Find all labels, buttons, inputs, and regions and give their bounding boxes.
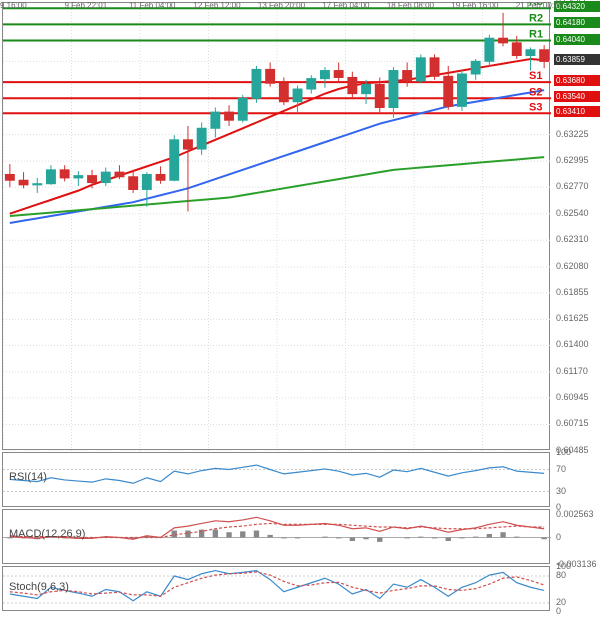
price-chart-svg: R3R2R1S1S2S3 [3, 3, 551, 451]
sr-price-tag: 0.63410 [554, 106, 600, 117]
sr-price-tag: 0.63540 [554, 91, 600, 102]
svg-text:S2: S2 [529, 86, 542, 98]
sr-price-tag: 0.64040 [554, 34, 600, 45]
time-xtick: 21 Feb 00:00 [516, 1, 563, 10]
rsi-svg [3, 453, 551, 508]
price-chart-panel[interactable]: R3R2R1S1S2S3 [2, 2, 550, 450]
price-ytick: 0.61170 [556, 366, 588, 376]
price-ytick: 0.63225 [556, 129, 589, 139]
time-xtick: 18 Feb 08:00 [387, 1, 434, 10]
price-ytick: 0.62310 [556, 234, 589, 244]
time-xtick: 9 16:00 [0, 1, 27, 10]
rsi-panel[interactable]: RSI(14) [2, 452, 550, 507]
sr-price-tag: 0.63680 [554, 75, 600, 86]
price-ytick: 0.61855 [556, 287, 589, 297]
macd-y-axis: 0.0025630-0.003136 [552, 509, 600, 564]
price-ytick: 0.62540 [556, 208, 589, 218]
stoch-ytick: 0 [556, 606, 561, 616]
price-ytick: 0.62995 [556, 155, 589, 165]
price-ytick: 0.61625 [556, 313, 589, 323]
macd-ytick: 0 [556, 532, 561, 542]
rsi-label: RSI(14) [9, 471, 47, 483]
stoch-svg [3, 567, 551, 612]
current-price-tag: 0.63859 [554, 54, 600, 65]
rsi-ytick: 30 [556, 486, 566, 496]
stoch-y-axis: 10080200 [552, 566, 600, 611]
time-xtick: 19 Feb 16:00 [451, 1, 498, 10]
price-ytick: 0.60715 [556, 418, 589, 428]
svg-text:R2: R2 [529, 12, 543, 24]
price-y-axis: 0.643650.643200.641800.640400.638590.636… [552, 2, 600, 450]
time-xtick: 9 Feb 22:01 [64, 1, 107, 10]
svg-text:S1: S1 [529, 70, 542, 82]
price-ytick: 0.62080 [556, 261, 589, 271]
stoch-panel[interactable]: Stoch(9,6,3) [2, 566, 550, 611]
stoch-ytick: 80 [556, 570, 566, 580]
rsi-y-axis: 10070300 [552, 452, 600, 507]
svg-text:R1: R1 [529, 29, 543, 41]
time-xtick: 17 Feb 04:00 [322, 1, 369, 10]
macd-label: MACD(12,26,9) [9, 528, 85, 540]
stoch-label: Stoch(9,6,3) [9, 581, 69, 593]
rsi-ytick: 100 [556, 447, 571, 457]
time-xtick: 12 Feb 12:00 [193, 1, 240, 10]
macd-ytick: 0.002563 [556, 509, 594, 519]
price-ytick: 0.60945 [556, 392, 589, 402]
time-xtick: 11 Feb 04:00 [129, 1, 176, 10]
time-xtick: 13 Feb 20:00 [258, 1, 305, 10]
svg-text:S3: S3 [529, 101, 542, 113]
price-ytick: 0.61400 [556, 339, 589, 349]
price-ytick: 0.62770 [556, 181, 589, 191]
rsi-ytick: 70 [556, 464, 566, 474]
sr-price-tag: 0.64180 [554, 17, 600, 28]
macd-panel[interactable]: MACD(12,26,9) [2, 509, 550, 564]
